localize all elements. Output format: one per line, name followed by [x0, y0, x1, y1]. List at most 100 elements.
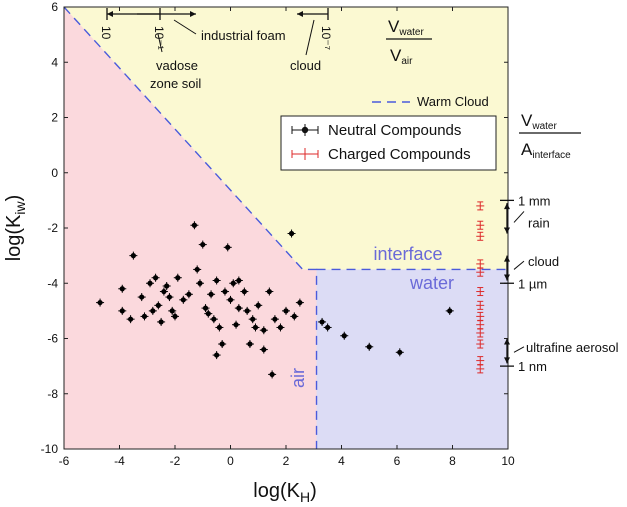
point-marker: [200, 241, 206, 248]
interface-region-label: interface: [373, 244, 442, 264]
neutral-point: [118, 306, 127, 315]
ratio2-den: A: [521, 140, 533, 159]
y-tick-label: 0: [51, 166, 58, 180]
ratio1-num: V: [388, 17, 400, 36]
charged-point: [476, 339, 485, 349]
point-marker: [236, 277, 242, 284]
point-marker: [255, 302, 261, 308]
neutral-point: [229, 279, 238, 288]
point-marker: [155, 302, 161, 308]
warm-cloud-label: Warm Cloud: [417, 94, 489, 109]
neutral-point: [159, 287, 168, 296]
x-tick-label: 4: [338, 454, 345, 468]
point-marker: [194, 266, 200, 273]
neutral-point: [240, 287, 249, 296]
vwater-ainterface-ratio: Vwater Ainterface: [519, 111, 581, 161]
neutral-point: [201, 304, 210, 313]
charged-point: [476, 201, 485, 211]
neutral-point: [220, 287, 229, 296]
neutral-point: [179, 295, 188, 304]
x-tick-label: 8: [449, 454, 456, 468]
neutral-point: [118, 284, 127, 293]
point-marker: [191, 222, 198, 228]
neutral-point: [276, 323, 285, 332]
neutral-point: [212, 276, 221, 285]
point-marker: [225, 244, 231, 250]
water-region: [316, 269, 508, 449]
neutral-point: [243, 306, 252, 315]
point-marker: [166, 294, 173, 300]
neutral-point: [151, 273, 160, 282]
size-annotation-label: 1 nm: [518, 359, 547, 374]
point-marker: [141, 313, 148, 319]
size-annotation-label: cloud: [528, 254, 559, 269]
legend-box: Neutral Compounds Charged Compounds: [280, 115, 497, 171]
neutral-point: [190, 221, 199, 230]
ratio2-num: V: [521, 111, 533, 130]
neutral-point: [234, 276, 243, 285]
ratio2-num-sub: water: [531, 121, 557, 132]
cloud-leader: [513, 260, 525, 270]
point-marker: [128, 316, 134, 322]
x-tick-label: -4: [114, 454, 125, 468]
point-marker: [247, 341, 253, 347]
point-marker: [139, 294, 145, 300]
y-axis-title: log(Kiw): [3, 195, 28, 262]
point-marker: [297, 299, 303, 306]
cloud-top-label: cloud: [290, 58, 321, 73]
point-marker: [266, 288, 272, 295]
vwater-vair-ratio: Vwater Vair: [386, 17, 432, 67]
y-tick-label: -4: [47, 276, 58, 290]
point-marker: [214, 352, 220, 358]
neutral-point: [165, 293, 174, 302]
warm-cloud-line: [63, 6, 318, 449]
neutral-point: [148, 306, 157, 315]
size-annotation-label: 1 mm: [518, 193, 551, 208]
x-tick-label: 2: [283, 454, 290, 468]
neutral-point: [209, 315, 218, 324]
y-tick-label: -10: [41, 442, 59, 456]
neutral-point: [212, 351, 221, 360]
x-tick-label: -6: [59, 454, 70, 468]
charged-point: [476, 267, 485, 277]
neutral-point: [193, 265, 202, 274]
neutral-point: [232, 320, 241, 329]
point-marker: [169, 308, 175, 314]
point-marker: [208, 291, 214, 297]
y-tick-label: 4: [51, 55, 58, 69]
top-annotations: 10 10⁻¹ industrial foam vadose zone soil…: [99, 8, 333, 91]
y-tick-label: -8: [47, 387, 58, 401]
neutral-point: [259, 326, 268, 335]
ratio1-den: V: [390, 46, 402, 65]
neutral-point: [129, 251, 138, 260]
point-marker: [277, 324, 284, 331]
size-annotation-label: ultrafine aerosol: [526, 340, 619, 355]
point-marker: [272, 316, 278, 322]
point-marker: [447, 308, 453, 314]
svg-text:Ainterface: Ainterface: [521, 140, 571, 161]
point-marker: [202, 305, 209, 311]
point-marker: [119, 308, 125, 314]
neutral-point: [282, 306, 290, 315]
point-marker: [180, 297, 186, 303]
x-axis-title: log(KH): [253, 480, 317, 505]
point-marker: [283, 308, 289, 314]
charged-point: [476, 364, 485, 374]
ratio2-den-sub: interface: [532, 150, 571, 161]
vadose-label-line2: zone soil: [150, 76, 201, 91]
point-marker: [186, 291, 192, 297]
data-points: [96, 201, 485, 379]
neutral-point: [226, 295, 235, 304]
point-marker: [216, 324, 222, 331]
ratio1-den-sub: air: [401, 56, 413, 67]
neutral-point: [204, 309, 213, 318]
y-tick-label: 6: [51, 0, 58, 14]
legend-charged-label: Charged Compounds: [328, 146, 471, 163]
neutral-point: [140, 312, 149, 321]
neutral-point: [173, 273, 182, 282]
rain-leader: [513, 211, 525, 223]
neutral-point: [168, 306, 177, 315]
neutral-point: [198, 240, 207, 249]
y-tick-label: -2: [47, 221, 58, 235]
